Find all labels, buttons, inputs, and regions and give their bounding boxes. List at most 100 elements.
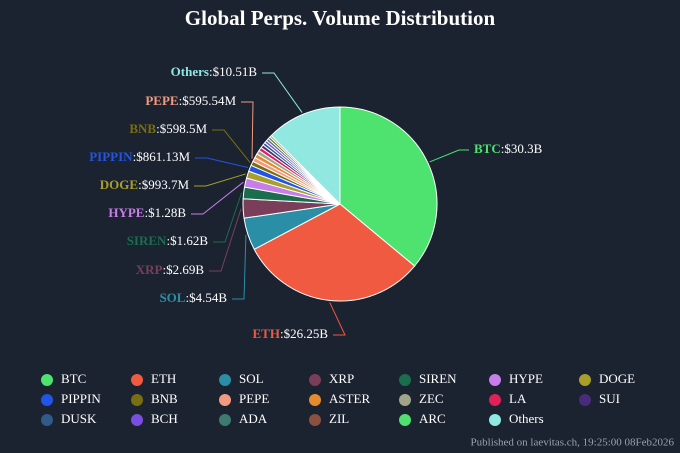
legend-label: ADA (239, 411, 268, 426)
leader-line (194, 173, 246, 187)
leader-line (195, 157, 249, 168)
legend-item[interactable]: PEPE (219, 391, 269, 406)
data-label: SIREN:$1.62B (127, 233, 209, 248)
leader-line (232, 234, 247, 300)
leader-line (209, 208, 242, 272)
label-value: $1.62B (170, 233, 208, 248)
leader-line (191, 181, 244, 215)
label-separator: : (156, 121, 160, 136)
legend-label: Others (509, 411, 544, 426)
legend-item[interactable]: DOGE (579, 371, 635, 386)
label-name: SIREN (127, 233, 167, 248)
legend-label: XRP (329, 371, 354, 386)
legend-item[interactable]: LA (489, 391, 527, 406)
legend-item[interactable]: BNB (131, 391, 178, 406)
label-value: $30.3B (504, 141, 542, 156)
legend-label: ZEC (419, 391, 444, 406)
legend-swatch (131, 394, 143, 406)
legend-item[interactable]: ASTER (309, 391, 371, 406)
data-label: Others:$10.51B (171, 64, 258, 79)
legend-label: SUI (599, 391, 620, 406)
legend-item[interactable]: SOL (219, 371, 264, 386)
data-label: PEPE:$595.54M (145, 93, 236, 108)
label-separator: : (144, 205, 148, 220)
legend-swatch (41, 414, 53, 426)
legend-label: HYPE (509, 371, 543, 386)
legend-item[interactable]: ARC (399, 411, 446, 426)
legend-swatch (489, 394, 501, 406)
label-separator: : (209, 64, 213, 79)
label-value: $993.7M (142, 177, 190, 192)
legend-item[interactable]: Others (489, 411, 544, 426)
legend-item[interactable]: SIREN (399, 371, 457, 386)
label-name: XRP (136, 262, 163, 277)
legend-swatch (131, 414, 143, 426)
legend-label: ARC (419, 411, 446, 426)
label-name: BNB (129, 121, 156, 136)
label-name: PEPE (145, 93, 178, 108)
legend-item[interactable]: PIPPIN (41, 391, 101, 406)
legend-swatch (399, 414, 411, 426)
label-value: $4.54B (189, 290, 227, 305)
label-separator: : (133, 149, 137, 164)
label-separator: : (138, 177, 142, 192)
legend-label: PIPPIN (61, 391, 101, 406)
label-separator: : (185, 290, 189, 305)
legend-label: BCH (151, 411, 178, 426)
label-value: $595.54M (182, 93, 236, 108)
label-separator: : (162, 262, 166, 277)
legend-item[interactable]: HYPE (489, 371, 543, 386)
label-name: ETH (252, 326, 279, 341)
leader-line (212, 129, 251, 163)
label-value: $10.51B (213, 64, 258, 79)
label-name: HYPE (108, 205, 144, 220)
pie-slice (270, 106, 341, 206)
leader-line (329, 302, 346, 336)
label-separator: : (280, 326, 284, 341)
legend-item[interactable]: ADA (219, 411, 268, 426)
legend-swatch (489, 414, 501, 426)
legend-label: DOGE (599, 371, 635, 386)
leader-line (213, 192, 243, 243)
legend-item[interactable]: SUI (579, 391, 620, 406)
label-value: $26.25B (284, 326, 329, 341)
legend-swatch (309, 374, 321, 386)
legend-item[interactable]: ETH (131, 371, 176, 386)
label-value: $1.28B (148, 205, 186, 220)
legend-item[interactable]: BTC (41, 371, 86, 386)
data-label: ETH:$26.25B (252, 326, 328, 341)
legend-item[interactable]: ZIL (309, 411, 349, 426)
label-name: Others (171, 64, 209, 79)
pie-slice (339, 106, 438, 267)
source-note: Published on laevitas.ch, 19:25:00 08Feb… (471, 437, 675, 449)
data-label: DOGE:$993.7M (100, 177, 190, 192)
legend-swatch (399, 374, 411, 386)
legend-item[interactable]: BCH (131, 411, 178, 426)
legend-item[interactable]: ZEC (399, 391, 444, 406)
legend-swatch (41, 394, 53, 406)
legend-swatch (489, 374, 501, 386)
leader-line (429, 149, 469, 163)
label-name: DOGE (100, 177, 138, 192)
label-name: BTC (474, 141, 501, 156)
legend-item[interactable]: DUSK (41, 411, 97, 426)
legend-label: ZIL (329, 411, 349, 426)
label-separator: : (179, 93, 183, 108)
legend-swatch (41, 374, 53, 386)
legend-swatch (219, 394, 231, 406)
legend-swatch (579, 394, 591, 406)
label-value: $2.69B (166, 262, 204, 277)
label-separator: : (501, 141, 505, 156)
label-value: $598.5M (160, 121, 208, 136)
legend-item[interactable]: XRP (309, 371, 354, 386)
data-label: HYPE:$1.28B (108, 205, 186, 220)
data-label: PIPPIN:$861.13M (89, 149, 190, 164)
legend-swatch (309, 414, 321, 426)
legend-label: ETH (151, 371, 176, 386)
legend-label: DUSK (61, 411, 97, 426)
legend-label: PEPE (239, 391, 269, 406)
data-label: XRP:$2.69B (136, 262, 205, 277)
label-name: SOL (159, 290, 185, 305)
data-label: BTC:$30.3B (474, 141, 543, 156)
leader-line (262, 72, 303, 113)
